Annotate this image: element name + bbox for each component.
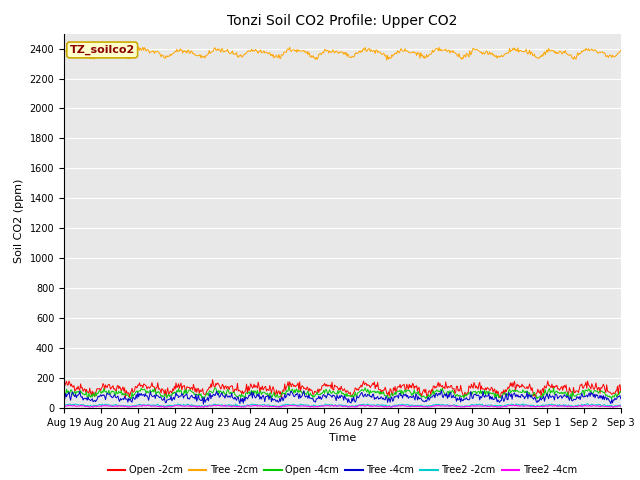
Tree2 -2cm (60, 402, 68, 408)
Line: Open -2cm: Open -2cm (64, 380, 621, 398)
Tree2 -4cm (152, 403, 159, 409)
Tree -2cm (150, 50, 158, 56)
Tree2 -2cm (530, 403, 538, 408)
Tree -2cm (242, 51, 250, 57)
Tree2 -2cm (584, 401, 591, 407)
Tree -2cm (383, 57, 390, 63)
Tree2 -2cm (617, 403, 625, 408)
Open -4cm (242, 390, 250, 396)
Tree -2cm (60, 48, 68, 54)
Tree -4cm (566, 394, 574, 399)
Tree -2cm (531, 51, 538, 57)
Tree -4cm (150, 393, 158, 398)
Tree2 -4cm (76, 403, 84, 409)
Tree2 -2cm (150, 403, 158, 409)
Text: TZ_soilco2: TZ_soilco2 (70, 45, 135, 55)
Tree -2cm (286, 44, 294, 50)
Title: Tonzi Soil CO2 Profile: Upper CO2: Tonzi Soil CO2 Profile: Upper CO2 (227, 14, 458, 28)
Open -4cm (60, 387, 68, 393)
Open -4cm (566, 393, 573, 399)
Tree -2cm (76, 48, 84, 53)
Tree -4cm (200, 401, 207, 407)
Open -2cm (209, 377, 216, 383)
Tree -4cm (60, 393, 68, 399)
Tree -2cm (209, 48, 216, 54)
Tree2 -2cm (242, 403, 250, 409)
Open -2cm (209, 381, 217, 387)
X-axis label: Time: Time (329, 433, 356, 443)
Line: Open -4cm: Open -4cm (64, 386, 621, 399)
Tree -2cm (617, 47, 625, 53)
Y-axis label: Soil CO2 (ppm): Soil CO2 (ppm) (14, 179, 24, 263)
Tree -4cm (438, 388, 445, 394)
Tree -4cm (209, 391, 217, 397)
Legend: Open -2cm, Tree -2cm, Open -4cm, Tree -4cm, Tree2 -2cm, Tree2 -4cm: Open -2cm, Tree -2cm, Open -4cm, Tree -4… (104, 462, 581, 480)
Open -2cm (150, 384, 158, 390)
Open -2cm (617, 389, 625, 395)
Tree2 -2cm (275, 405, 283, 410)
Tree2 -2cm (566, 403, 573, 409)
Open -4cm (209, 390, 216, 396)
Open -4cm (608, 396, 616, 402)
Tree2 -2cm (76, 402, 84, 408)
Tree -4cm (76, 388, 84, 394)
Open -4cm (285, 383, 292, 389)
Tree2 -4cm (566, 404, 574, 409)
Tree2 -4cm (161, 405, 168, 410)
Line: Tree2 -2cm: Tree2 -2cm (64, 404, 621, 408)
Open -4cm (530, 390, 538, 396)
Tree2 -4cm (617, 404, 625, 409)
Open -2cm (243, 381, 250, 387)
Line: Tree -2cm: Tree -2cm (64, 47, 621, 60)
Tree -4cm (617, 396, 625, 402)
Open -4cm (150, 385, 158, 391)
Open -2cm (76, 387, 84, 393)
Tree2 -4cm (531, 404, 538, 409)
Tree2 -2cm (209, 402, 216, 408)
Tree -4cm (243, 395, 250, 401)
Tree2 -4cm (60, 403, 68, 409)
Tree2 -4cm (211, 402, 218, 408)
Line: Tree -4cm: Tree -4cm (64, 391, 621, 404)
Tree2 -4cm (244, 403, 252, 408)
Open -2cm (566, 387, 574, 393)
Open -4cm (76, 391, 84, 396)
Line: Tree2 -4cm: Tree2 -4cm (64, 405, 621, 408)
Tree -2cm (566, 52, 574, 58)
Tree -4cm (531, 395, 538, 400)
Open -4cm (617, 390, 625, 396)
Open -2cm (60, 382, 68, 388)
Open -2cm (278, 396, 285, 401)
Tree2 -4cm (139, 402, 147, 408)
Open -2cm (531, 391, 538, 397)
